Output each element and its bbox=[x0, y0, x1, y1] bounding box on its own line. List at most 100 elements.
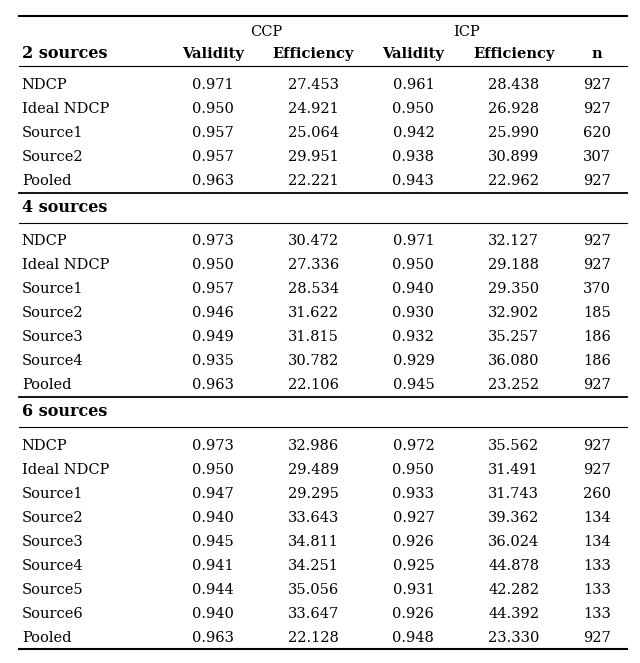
Text: 34.811: 34.811 bbox=[288, 535, 339, 549]
Text: 22.128: 22.128 bbox=[288, 631, 339, 644]
Text: 0.935: 0.935 bbox=[192, 355, 234, 369]
Text: 0.950: 0.950 bbox=[392, 102, 435, 116]
Text: 0.929: 0.929 bbox=[392, 355, 435, 369]
Text: Source2: Source2 bbox=[22, 306, 83, 320]
Text: 0.950: 0.950 bbox=[192, 102, 234, 116]
Text: 0.926: 0.926 bbox=[392, 607, 435, 621]
Text: 370: 370 bbox=[583, 282, 611, 296]
Text: Efficiency: Efficiency bbox=[273, 46, 354, 61]
Text: 0.947: 0.947 bbox=[192, 487, 234, 501]
Text: Efficiency: Efficiency bbox=[473, 46, 554, 61]
Text: 927: 927 bbox=[583, 102, 611, 116]
Text: 25.064: 25.064 bbox=[287, 126, 339, 141]
Text: 0.932: 0.932 bbox=[392, 330, 435, 345]
Text: CCP: CCP bbox=[250, 25, 282, 38]
Text: Ideal NDCP: Ideal NDCP bbox=[22, 102, 109, 116]
Text: 35.056: 35.056 bbox=[287, 583, 339, 597]
Text: 31.491: 31.491 bbox=[488, 463, 539, 477]
Text: 0.930: 0.930 bbox=[392, 306, 435, 320]
Text: 0.940: 0.940 bbox=[192, 607, 234, 621]
Text: 6 sources: 6 sources bbox=[22, 403, 107, 420]
Text: 0.945: 0.945 bbox=[192, 535, 234, 549]
Text: 0.949: 0.949 bbox=[192, 330, 234, 345]
Text: Source1: Source1 bbox=[22, 126, 83, 141]
Text: Pooled: Pooled bbox=[22, 631, 71, 644]
Text: 0.957: 0.957 bbox=[192, 282, 234, 296]
Text: 0.963: 0.963 bbox=[192, 379, 234, 392]
Text: 0.941: 0.941 bbox=[192, 559, 234, 573]
Text: Source6: Source6 bbox=[22, 607, 83, 621]
Text: 29.295: 29.295 bbox=[288, 487, 339, 501]
Text: 134: 134 bbox=[583, 535, 611, 549]
Text: NDCP: NDCP bbox=[22, 235, 67, 249]
Text: 0.948: 0.948 bbox=[392, 631, 435, 644]
Text: 44.392: 44.392 bbox=[488, 607, 539, 621]
Text: Source4: Source4 bbox=[22, 559, 83, 573]
Text: 34.251: 34.251 bbox=[288, 559, 339, 573]
Text: 31.743: 31.743 bbox=[488, 487, 539, 501]
Text: 0.925: 0.925 bbox=[392, 559, 435, 573]
Text: 0.957: 0.957 bbox=[192, 151, 234, 164]
Text: 22.221: 22.221 bbox=[288, 174, 339, 188]
Text: 35.562: 35.562 bbox=[488, 439, 539, 453]
Text: 260: 260 bbox=[583, 487, 611, 501]
Text: 30.472: 30.472 bbox=[287, 235, 339, 249]
Text: Validity: Validity bbox=[182, 46, 244, 61]
Text: 0.961: 0.961 bbox=[392, 78, 435, 92]
Text: 33.643: 33.643 bbox=[287, 511, 339, 524]
Text: 22.106: 22.106 bbox=[287, 379, 339, 392]
Text: 28.534: 28.534 bbox=[287, 282, 339, 296]
Text: 24.921: 24.921 bbox=[288, 102, 339, 116]
Text: 0.963: 0.963 bbox=[192, 631, 234, 644]
Text: 927: 927 bbox=[583, 259, 611, 272]
Text: 33.647: 33.647 bbox=[287, 607, 339, 621]
Text: 133: 133 bbox=[583, 583, 611, 597]
Text: 0.971: 0.971 bbox=[192, 78, 234, 92]
Text: 4 sources: 4 sources bbox=[22, 199, 107, 216]
Text: 23.330: 23.330 bbox=[488, 631, 540, 644]
Text: 0.927: 0.927 bbox=[392, 511, 435, 524]
Text: Ideal NDCP: Ideal NDCP bbox=[22, 463, 109, 477]
Text: 36.024: 36.024 bbox=[488, 535, 540, 549]
Text: 134: 134 bbox=[583, 511, 611, 524]
Text: 186: 186 bbox=[583, 355, 611, 369]
Text: ICP: ICP bbox=[454, 25, 480, 38]
Text: Source3: Source3 bbox=[22, 330, 83, 345]
Text: 927: 927 bbox=[583, 379, 611, 392]
Text: Source4: Source4 bbox=[22, 355, 83, 369]
Text: 30.899: 30.899 bbox=[488, 151, 540, 164]
Text: 32.902: 32.902 bbox=[488, 306, 539, 320]
Text: 29.489: 29.489 bbox=[287, 463, 339, 477]
Text: 32.986: 32.986 bbox=[287, 439, 339, 453]
Text: 133: 133 bbox=[583, 559, 611, 573]
Text: 0.940: 0.940 bbox=[392, 282, 435, 296]
Text: 44.878: 44.878 bbox=[488, 559, 539, 573]
Text: 0.946: 0.946 bbox=[192, 306, 234, 320]
Text: 0.950: 0.950 bbox=[392, 463, 435, 477]
Text: Source5: Source5 bbox=[22, 583, 83, 597]
Text: 42.282: 42.282 bbox=[488, 583, 539, 597]
Text: NDCP: NDCP bbox=[22, 439, 67, 453]
Text: Source1: Source1 bbox=[22, 487, 83, 501]
Text: 0.972: 0.972 bbox=[392, 439, 435, 453]
Text: 36.080: 36.080 bbox=[488, 355, 540, 369]
Text: 307: 307 bbox=[583, 151, 611, 164]
Text: 39.362: 39.362 bbox=[488, 511, 540, 524]
Text: 620: 620 bbox=[583, 126, 611, 141]
Text: 26.928: 26.928 bbox=[488, 102, 539, 116]
Text: 927: 927 bbox=[583, 174, 611, 188]
Text: 0.973: 0.973 bbox=[192, 439, 234, 453]
Text: 185: 185 bbox=[583, 306, 611, 320]
Text: 927: 927 bbox=[583, 439, 611, 453]
Text: 31.815: 31.815 bbox=[288, 330, 339, 345]
Text: 29.350: 29.350 bbox=[488, 282, 539, 296]
Text: 0.971: 0.971 bbox=[392, 235, 434, 249]
Text: Source3: Source3 bbox=[22, 535, 83, 549]
Text: 0.926: 0.926 bbox=[392, 535, 435, 549]
Text: 2 sources: 2 sources bbox=[22, 45, 108, 62]
Text: 0.940: 0.940 bbox=[192, 511, 234, 524]
Text: 186: 186 bbox=[583, 330, 611, 345]
Text: 30.782: 30.782 bbox=[287, 355, 339, 369]
Text: 0.942: 0.942 bbox=[392, 126, 435, 141]
Text: 0.945: 0.945 bbox=[392, 379, 435, 392]
